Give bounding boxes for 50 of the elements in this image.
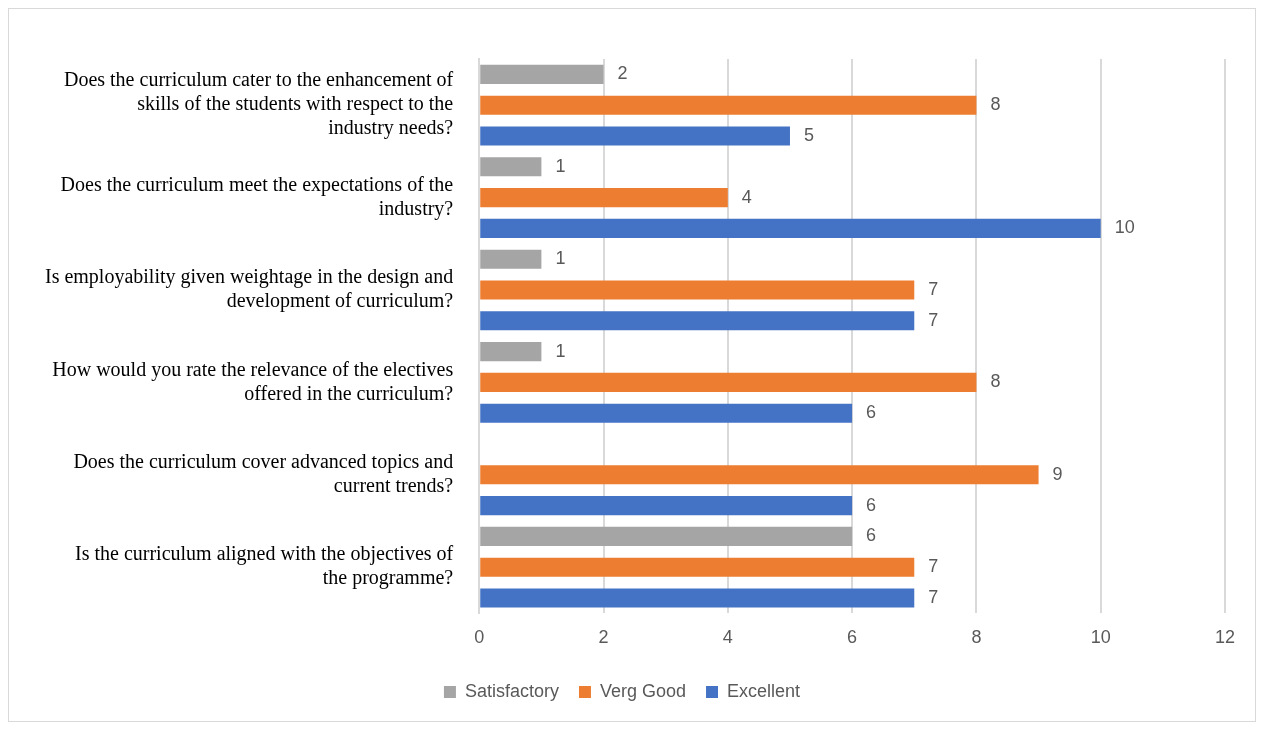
data-label: 7 [928, 309, 939, 330]
x-tick-label: 6 [847, 627, 858, 648]
y-tick-label: Is employability given weightage in the design and development of curriculum? [44, 265, 454, 313]
bar [480, 465, 1039, 485]
y-tick-label: Is the curriculum aligned with the objectives of the programme? [75, 542, 454, 590]
x-tick-label: 10 [1090, 627, 1111, 648]
data-label: 7 [928, 278, 939, 299]
y-tick-label: Does the curriculum cater to the enhancement of skills of the students with respect to the industry needs? [63, 68, 454, 140]
y-tick-label: Does the curriculum cover advanced topics and current trends? [73, 450, 454, 497]
data-label: 2 [617, 63, 628, 84]
y-tick-label: Does the curriculum meet the expectations of the industry? [60, 172, 454, 220]
legend-label: Verg Good [599, 680, 687, 701]
data-label: 6 [866, 494, 877, 515]
bar [480, 188, 728, 208]
legend-label: Excellent [727, 680, 801, 701]
data-label: 9 [1052, 463, 1063, 484]
bar [480, 249, 542, 269]
x-tick-label: 0 [474, 627, 485, 648]
data-label: 7 [928, 556, 939, 577]
data-label: 8 [990, 94, 1001, 115]
bar [480, 342, 542, 362]
legend-label: Satisfactory [464, 680, 559, 701]
bar [480, 557, 915, 577]
x-tick-label: 8 [971, 627, 982, 648]
bar [480, 218, 1101, 238]
data-label: 10 [1114, 217, 1135, 238]
x-tick-label: 2 [598, 627, 609, 648]
bar [480, 372, 977, 392]
x-tick-label: 12 [1214, 627, 1236, 648]
data-label: 6 [866, 525, 877, 546]
data-label: 6 [866, 402, 877, 423]
bar [480, 403, 853, 423]
y-tick-label: How would you rate the relevance of the electives offered in the curriculum? [52, 357, 454, 404]
bar [480, 126, 790, 146]
bar [480, 64, 604, 84]
data-label: 7 [928, 586, 939, 607]
bar [480, 526, 853, 546]
bar [480, 157, 542, 177]
bar [480, 280, 915, 300]
x-tick-label: 4 [722, 627, 733, 648]
data-label: 4 [741, 186, 752, 207]
bar [480, 496, 853, 516]
data-label: 1 [555, 155, 566, 176]
bar [480, 95, 977, 115]
data-label: 8 [990, 371, 1001, 392]
data-label: 1 [555, 340, 566, 361]
bar [480, 311, 915, 331]
data-label: 5 [803, 124, 814, 145]
bar [480, 588, 915, 608]
data-label: 1 [555, 248, 566, 269]
